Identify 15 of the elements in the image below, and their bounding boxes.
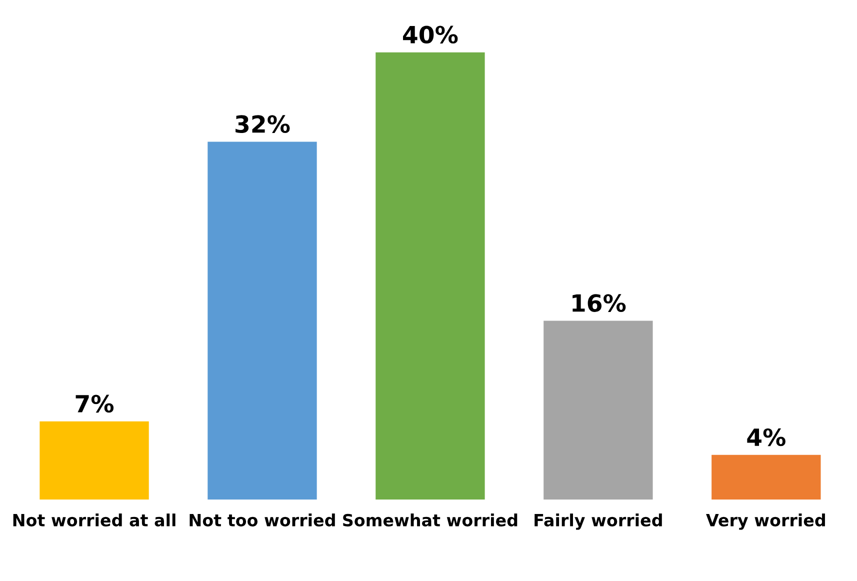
data-label: 4% [747, 428, 786, 446]
bar [376, 52, 485, 500]
bar [208, 142, 317, 500]
bar [544, 320, 653, 500]
data-label: 7% [76, 394, 114, 413]
x-tick-label: Very worried [706, 514, 825, 530]
x-tick-label: Not too worried [190, 514, 335, 526]
data-label: 40% [403, 26, 458, 44]
data-label: 16% [572, 294, 626, 312]
bar [712, 454, 821, 500]
data-label: 32% [236, 115, 290, 134]
x-tick-label: Not worried at all [13, 514, 176, 526]
x-tick-label: Somewhat worried [343, 514, 518, 526]
x-tick-label: Fairly worried [534, 514, 662, 530]
bar [40, 421, 149, 500]
